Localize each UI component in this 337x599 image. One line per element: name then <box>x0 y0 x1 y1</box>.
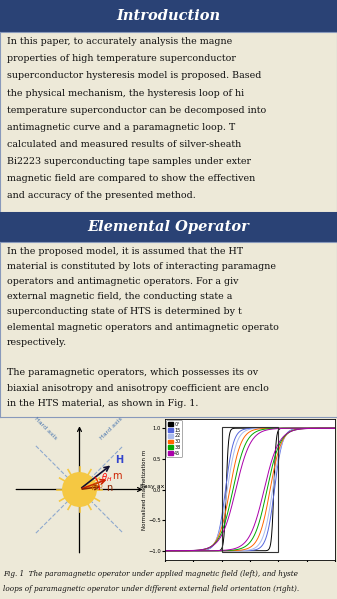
Text: m: m <box>112 471 121 480</box>
Bar <box>222 427 278 552</box>
Text: biaxial anisotropy and anisotropy coefficient are enclo: biaxial anisotropy and anisotropy coeffi… <box>7 383 269 392</box>
Text: and accuracy of the presented method.: and accuracy of the presented method. <box>7 192 195 201</box>
Y-axis label: Normalized magnetization m: Normalized magnetization m <box>142 449 147 530</box>
Text: operators and antimagnetic operators. For a giv: operators and antimagnetic operators. Fo… <box>7 277 238 286</box>
Text: Easy axis: Easy axis <box>140 485 170 489</box>
Text: temperature superconductor can be decomposed into: temperature superconductor can be decomp… <box>7 105 266 115</box>
Text: antimagnetic curve and a paramagnetic loop. T: antimagnetic curve and a paramagnetic lo… <box>7 123 235 132</box>
Text: magnetic field are compared to show the effectiven: magnetic field are compared to show the … <box>7 174 255 183</box>
Text: material is constituted by lots of interacting paramagne: material is constituted by lots of inter… <box>7 262 276 271</box>
X-axis label: Normalized magnetic field h: Normalized magnetic field h <box>211 572 289 577</box>
Text: Hard axis: Hard axis <box>99 416 124 441</box>
Text: Elemental Operator: Elemental Operator <box>88 220 249 234</box>
Text: In the proposed model, it is assumed that the HT: In the proposed model, it is assumed tha… <box>7 247 243 256</box>
Text: elemental magnetic operators and antimagnetic operato: elemental magnetic operators and antimag… <box>7 323 279 332</box>
Text: respectively.: respectively. <box>7 338 67 347</box>
Text: Introduction: Introduction <box>117 9 220 23</box>
Text: $\phi_0$: $\phi_0$ <box>93 478 103 491</box>
Text: superconductor hysteresis model is proposed. Based: superconductor hysteresis model is propo… <box>7 71 261 80</box>
Text: properties of high temperature superconductor: properties of high temperature supercond… <box>7 55 236 63</box>
Text: Fig. 1  The paramagnetic operator under applied magnetic field (left), and hyste: Fig. 1 The paramagnetic operator under a… <box>3 570 298 578</box>
Text: $\theta_H$: $\theta_H$ <box>101 471 112 484</box>
Text: H: H <box>115 455 123 465</box>
Text: in the HTS material, as shown in Fig. 1.: in the HTS material, as shown in Fig. 1. <box>7 399 198 408</box>
Circle shape <box>63 473 96 506</box>
Text: Hard axis: Hard axis <box>33 416 57 441</box>
Text: loops of paramagnetic operator under different external field orientation (right: loops of paramagnetic operator under dif… <box>3 585 300 593</box>
Text: the physical mechanism, the hysteresis loop of hi: the physical mechanism, the hysteresis l… <box>7 89 244 98</box>
Text: calculated and measured results of silver-sheath: calculated and measured results of silve… <box>7 140 241 149</box>
Text: The paramagnetic operators, which possesses its ov: The paramagnetic operators, which posses… <box>7 368 258 377</box>
Text: Bi2223 superconducting tape samples under exter: Bi2223 superconducting tape samples unde… <box>7 157 251 166</box>
Legend: 0°, 15, 22, 30, 38, 45: 0°, 15, 22, 30, 38, 45 <box>166 420 182 457</box>
Text: n: n <box>106 483 113 492</box>
Text: In this paper, to accurately analysis the magne: In this paper, to accurately analysis th… <box>7 37 232 46</box>
Text: external magnetic field, the conducting state a: external magnetic field, the conducting … <box>7 292 232 301</box>
Text: superconducting state of HTS is determined by t: superconducting state of HTS is determin… <box>7 307 242 316</box>
